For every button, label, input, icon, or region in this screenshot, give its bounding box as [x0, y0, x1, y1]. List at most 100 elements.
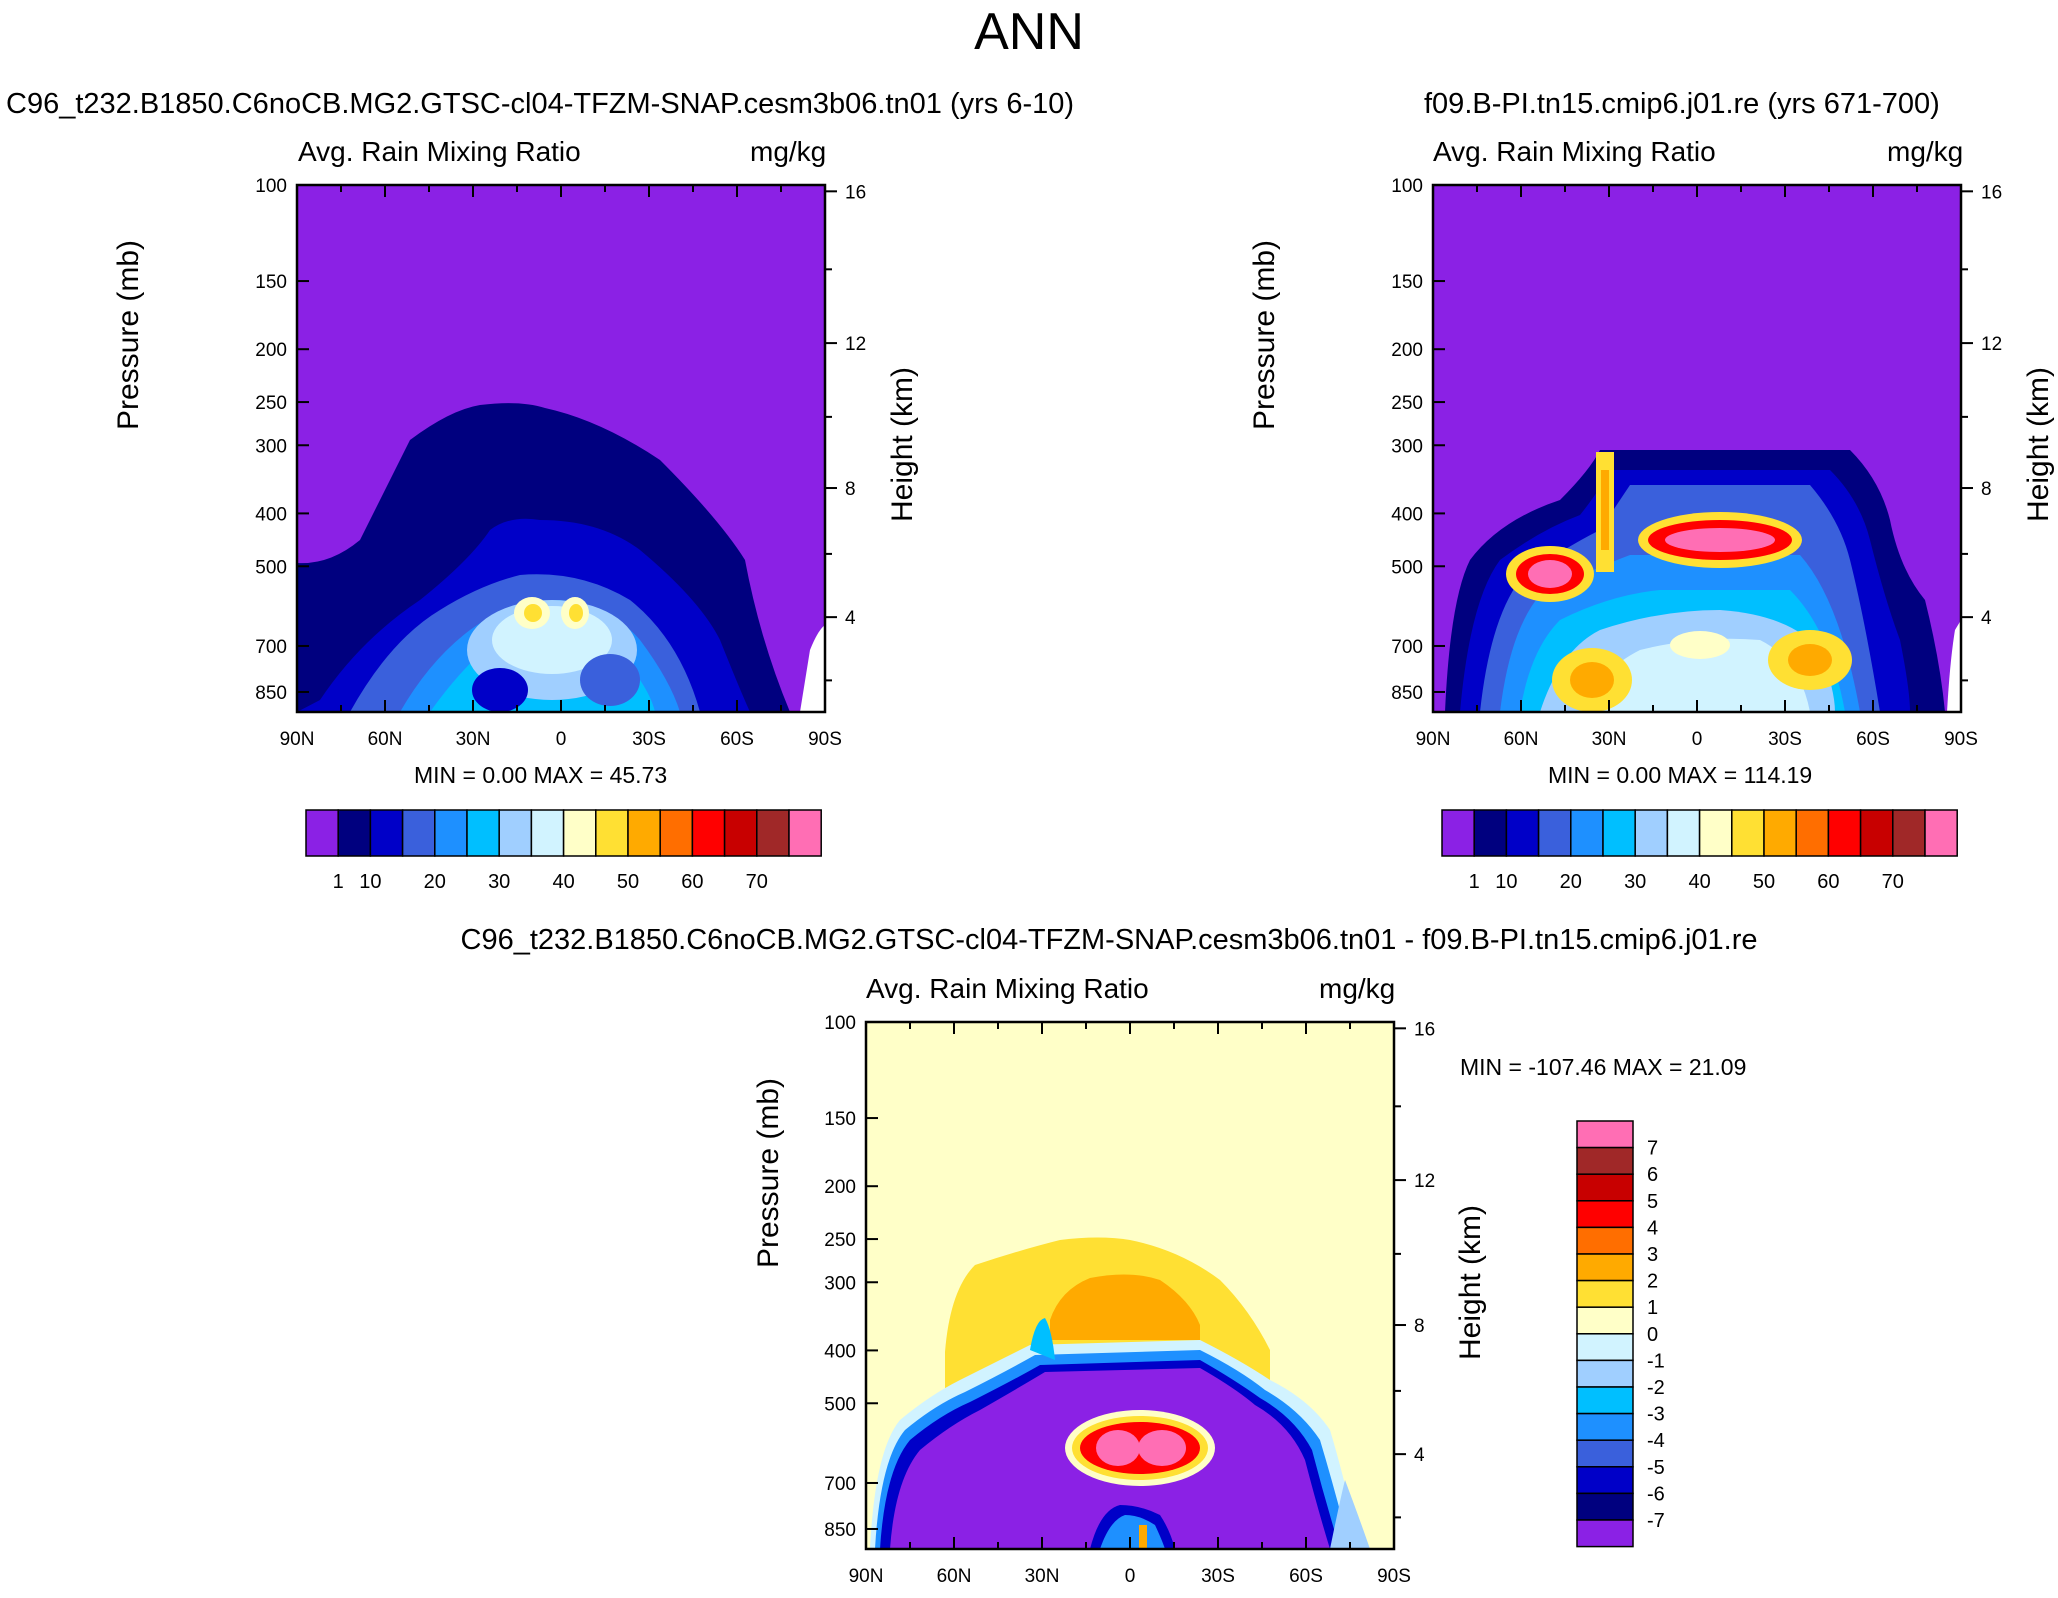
panel2-field [1433, 185, 1961, 712]
panel3-colorbar-label: 3 [1647, 1244, 1658, 1266]
panel1-field [297, 185, 825, 712]
panel2-ytick-label: 200 [1391, 340, 1423, 361]
panel3-xtick-label: 90S [1377, 1566, 1411, 1587]
panel1-ytick-label: 300 [255, 436, 287, 457]
panel3-ytick-label: 100 [824, 1013, 856, 1034]
panel1-xtick-label: 30N [456, 729, 491, 750]
panel1-colorbar-label: 70 [746, 871, 768, 893]
panel2-xtick-label: 30S [1768, 729, 1802, 750]
panel2-field-label: Avg. Rain Mixing Ratio [1433, 136, 1716, 167]
panel2-colorbar-box [1570, 809, 1604, 857]
panel3-colorbar-label: -4 [1647, 1430, 1665, 1452]
panel1-xtick-label: 90N [280, 729, 315, 750]
panel3-xtick-label: 60S [1289, 1566, 1323, 1587]
panel2-colorbar-box [1505, 809, 1540, 857]
panel3-xtick-label: 0 [1125, 1566, 1136, 1587]
panel3-colorbar-box [1576, 1226, 1634, 1255]
panel2-ytick-label: 300 [1391, 436, 1423, 457]
panel1-colorbar-label: 60 [681, 871, 703, 893]
panel2-ytick-right-label: 4 [1981, 608, 1992, 629]
panel2-ytick-right-label: 8 [1981, 479, 1992, 500]
panel1-ytick-label: 400 [255, 504, 287, 525]
panel2-colorbar-label: 50 [1753, 871, 1775, 893]
panel3-colorbar-label: -1 [1647, 1350, 1665, 1372]
panel3-colorbar-label: -5 [1647, 1457, 1665, 1479]
panel3-xtick-label: 60N [937, 1566, 972, 1587]
panel3-colorbar-box [1576, 1146, 1634, 1175]
panel3-field-label: Avg. Rain Mixing Ratio [866, 973, 1149, 1004]
panel3-colorbar-label: -7 [1647, 1510, 1665, 1532]
panel2-colorbar-box [1731, 809, 1765, 857]
panel3-colorbar-label: -6 [1647, 1483, 1665, 1505]
panel3-colorbar-box [1576, 1333, 1634, 1362]
panel2-colorbar-box [1859, 809, 1894, 857]
panel1-ytick-label: 100 [255, 176, 287, 197]
panel1-colorbar-box [369, 809, 404, 857]
panel3-min-max: MIN = -107.46 MAX = 21.09 [1460, 1054, 1747, 1080]
panel1-ytick-label: 250 [255, 393, 287, 414]
panel3-colorbar-box [1576, 1173, 1634, 1202]
panel2-ytick-label: 100 [1391, 176, 1423, 197]
panel3-colorbar-box [1576, 1492, 1634, 1521]
panel1-ytick-right-label: 12 [845, 334, 866, 355]
panel3-colorbar-label: 0 [1647, 1324, 1658, 1346]
panel3-ytick-label: 400 [824, 1341, 856, 1362]
panel1-field-label: Avg. Rain Mixing Ratio [298, 136, 581, 167]
panel1-ytick-label: 200 [255, 340, 287, 361]
panel1-ytick-label: 150 [255, 272, 287, 293]
panel1-colorbar-box [530, 809, 565, 857]
panel1-colorbar-box [627, 809, 661, 857]
panel1-xtick-label: 0 [556, 729, 567, 750]
panel3-colorbar-box [1576, 1412, 1634, 1441]
panel2-colorbar-box [1763, 809, 1797, 857]
panel3-colorbar-label: 7 [1647, 1138, 1658, 1160]
panel1-ytick-right-label: 4 [845, 608, 856, 629]
panel2-colorbar-label: 1 [1469, 871, 1480, 893]
panel2-colorbar-box [1827, 809, 1862, 857]
panel3-colorbar-label: 1 [1647, 1297, 1658, 1319]
panel3-units: mg/kg [1319, 973, 1396, 1004]
panel2-ytick-right-label: 16 [1981, 182, 2002, 203]
panel2-colorbar-label: 40 [1688, 871, 1710, 893]
panel1-xtick-label: 60N [368, 729, 403, 750]
panel3-ytick-right-label: 16 [1414, 1019, 1435, 1040]
panel1-min-max: MIN = 0.00 MAX = 45.73 [414, 762, 668, 788]
panel3-ytick-label: 150 [824, 1109, 856, 1130]
panel1-colorbar-box [466, 809, 500, 857]
panel2-colorbar-box [1634, 809, 1669, 857]
panel2-xtick-label: 90S [1944, 729, 1978, 750]
panel3-ytick-label: 250 [824, 1230, 856, 1251]
panel2-units: mg/kg [1887, 136, 1964, 167]
panel3-colorbar-box [1576, 1306, 1634, 1335]
panel1-colorbar-box [305, 809, 339, 857]
panel2-ytick-label: 150 [1391, 272, 1423, 293]
figure-title: ANN [974, 3, 1084, 61]
panel2-colorbar-box [1441, 809, 1475, 857]
panel1-colorbar-label: 1 [333, 871, 344, 893]
panel1-colorbar-box [723, 809, 758, 857]
panel1-colorbar-box [756, 809, 790, 857]
panel3-colorbar-label: 4 [1647, 1217, 1658, 1239]
panel2-xtick-label: 30N [1592, 729, 1627, 750]
panel3-xtick-label: 30N [1025, 1566, 1060, 1587]
panel3-colorbar-box [1576, 1279, 1634, 1308]
panel3-colorbar-box [1576, 1386, 1634, 1415]
panel1-colorbar-box [337, 809, 372, 857]
panel3-ytick-right-label: 12 [1414, 1171, 1435, 1192]
panel1-colorbar-box [401, 809, 436, 857]
panel3-colorbar-box [1576, 1359, 1634, 1388]
panel1-ytick-right-label: 8 [845, 479, 856, 500]
panel3-ytick-label: 500 [824, 1394, 856, 1415]
panel2-ytick-right-label: 12 [1981, 334, 2002, 355]
panel3-ytick-label: 200 [824, 1177, 856, 1198]
panel1-colorbar-box [595, 809, 629, 857]
panel1-ytick-label: 500 [255, 557, 287, 578]
panel2-ytick-label: 400 [1391, 504, 1423, 525]
panel3-ytick-label: 850 [824, 1520, 856, 1541]
panel1-colorbar-label: 10 [359, 871, 381, 893]
panel2-min-max: MIN = 0.00 MAX = 114.19 [1548, 762, 1813, 788]
panel1-colorbar-label: 50 [617, 871, 639, 893]
panel2-ytick-label: 700 [1391, 637, 1423, 658]
panel2-colorbar-label: 20 [1560, 871, 1582, 893]
